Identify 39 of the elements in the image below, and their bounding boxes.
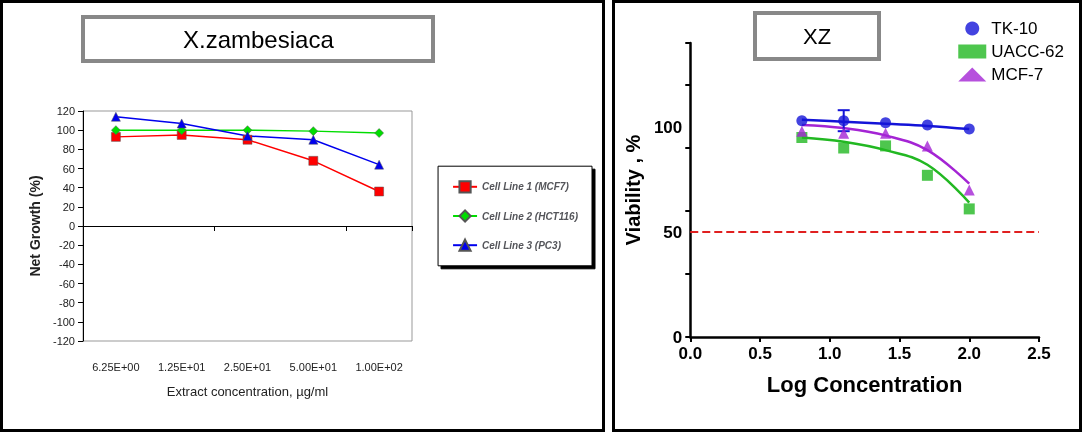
y-tick-label: -60 [59, 277, 75, 290]
x-tick-label: 1.00E+02 [355, 360, 403, 373]
y-tick-label: 100 [653, 117, 683, 137]
x-tick-label: 1.0 [817, 344, 842, 363]
y-axis-title: Viability , % [622, 134, 644, 246]
x-tick-label: 2.50E+01 [223, 360, 272, 373]
x-tick-label: 1.25E+01 [158, 360, 206, 373]
y-tick-label: 80 [62, 143, 75, 156]
y-tick-label: 0 [68, 220, 75, 232]
legend-label: TK-10 [991, 19, 1038, 38]
x-tick-label: 2.0 [957, 344, 982, 363]
x-tick-label: 2.5 [1027, 344, 1051, 363]
legend-label: Cell Line 1 (MCF7) [482, 181, 570, 193]
legend-label: MCF-7 [991, 65, 1044, 84]
legend-label: UACC-62 [991, 42, 1065, 61]
y-tick-label: 100 [56, 124, 75, 137]
y-tick-label: -120 [52, 335, 75, 347]
y-tick-label: 40 [62, 181, 75, 194]
x-tick-label: 0.5 [748, 344, 772, 363]
x-tick-label: 0.0 [678, 344, 703, 363]
y-tick-label: 20 [62, 200, 75, 213]
y-tick-label: -20 [59, 239, 75, 252]
legend-label: Cell Line 3 (PC3) [482, 239, 562, 251]
y-tick-label: -40 [59, 258, 75, 271]
x-axis-title: Extract concentration, µg/ml [166, 384, 329, 399]
y-tick-label: -80 [59, 296, 75, 309]
legend-label: Cell Line 2 (HCT116) [482, 210, 579, 222]
y-tick-label: 50 [663, 222, 683, 242]
chart-title: XZ [803, 23, 832, 49]
y-tick-label: 120 [56, 105, 75, 117]
x-axis-title: Log Concentration [766, 371, 963, 397]
x-tick-label: 5.00E+01 [289, 360, 337, 373]
x-tick-label: 6.25E+00 [92, 360, 140, 373]
y-axis-title: Net Growth (%) [27, 175, 44, 277]
chart-title: X.zambesiaca [183, 25, 335, 53]
x-tick-label: 1.5 [887, 344, 912, 363]
y-tick-label: 0 [672, 327, 683, 347]
y-tick-label: -100 [52, 315, 75, 328]
y-tick-label: 60 [62, 162, 75, 175]
